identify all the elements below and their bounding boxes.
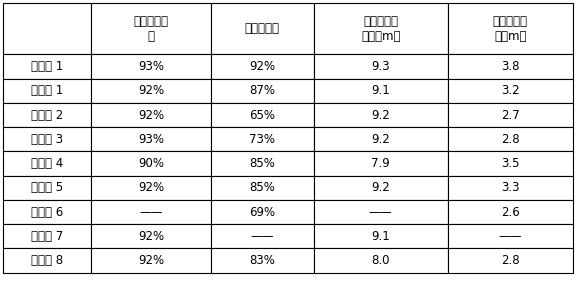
Text: 92%: 92% (138, 182, 164, 194)
Bar (314, 224, 448, 248)
Text: 2.7: 2.7 (501, 109, 520, 122)
Bar (314, 103, 448, 127)
Text: 92%: 92% (138, 230, 164, 243)
Text: 85%: 85% (249, 157, 275, 170)
Bar (448, 54, 573, 79)
Bar (3, 79, 91, 103)
Bar (91, 224, 211, 248)
Text: 对比例 2: 对比例 2 (31, 109, 63, 122)
Bar (91, 103, 211, 127)
Bar (3, 3, 91, 54)
Text: 93%: 93% (138, 133, 164, 146)
Text: 邓恩案平均
树高（m）: 邓恩案平均 树高（m） (361, 15, 400, 43)
Text: ——: —— (139, 206, 163, 219)
Text: 92%: 92% (249, 60, 275, 73)
Bar (211, 127, 314, 152)
Text: 7.9: 7.9 (372, 157, 390, 170)
Text: 83%: 83% (249, 254, 275, 267)
Text: 邓恩案保存
率: 邓恩案保存 率 (134, 15, 169, 43)
Bar (448, 79, 573, 103)
Text: 92%: 92% (138, 109, 164, 122)
Bar (211, 3, 314, 54)
Bar (448, 3, 573, 54)
Text: 9.2: 9.2 (372, 182, 390, 194)
Text: 73%: 73% (249, 133, 275, 146)
Bar (448, 248, 573, 273)
Bar (211, 176, 314, 200)
Bar (91, 79, 211, 103)
Bar (448, 200, 573, 224)
Bar (3, 152, 91, 176)
Bar (211, 103, 314, 127)
Text: 90%: 90% (138, 157, 164, 170)
Text: 3.5: 3.5 (501, 157, 520, 170)
Text: 对比例 6: 对比例 6 (31, 206, 63, 219)
Bar (314, 3, 448, 54)
Text: 实施例 1: 实施例 1 (31, 60, 63, 73)
Text: 2.8: 2.8 (501, 254, 520, 267)
Text: 87%: 87% (249, 84, 275, 97)
Bar (91, 54, 211, 79)
Text: 对比例 4: 对比例 4 (31, 157, 63, 170)
Bar (314, 54, 448, 79)
Bar (91, 3, 211, 54)
Text: 3.3: 3.3 (501, 182, 520, 194)
Bar (91, 127, 211, 152)
Text: 对比例 5: 对比例 5 (31, 182, 63, 194)
Bar (314, 176, 448, 200)
Bar (211, 224, 314, 248)
Bar (3, 224, 91, 248)
Bar (448, 127, 573, 152)
Bar (3, 127, 91, 152)
Bar (211, 152, 314, 176)
Text: 2.8: 2.8 (501, 133, 520, 146)
Bar (314, 152, 448, 176)
Text: 对比例 8: 对比例 8 (31, 254, 63, 267)
Text: 8.0: 8.0 (372, 254, 390, 267)
Bar (3, 200, 91, 224)
Bar (314, 79, 448, 103)
Text: 9.3: 9.3 (372, 60, 390, 73)
Bar (448, 224, 573, 248)
Text: 2.6: 2.6 (501, 206, 520, 219)
Text: 3.2: 3.2 (501, 84, 520, 97)
Text: ——: —— (499, 230, 522, 243)
Text: 杉木平均树
高（m）: 杉木平均树 高（m） (493, 15, 528, 43)
Bar (211, 79, 314, 103)
Bar (3, 176, 91, 200)
Bar (314, 127, 448, 152)
Text: 69%: 69% (249, 206, 275, 219)
Bar (211, 248, 314, 273)
Bar (448, 103, 573, 127)
Text: 92%: 92% (138, 84, 164, 97)
Text: 85%: 85% (249, 182, 275, 194)
Bar (211, 200, 314, 224)
Text: 92%: 92% (138, 254, 164, 267)
Bar (3, 248, 91, 273)
Text: 9.2: 9.2 (372, 109, 390, 122)
Bar (448, 176, 573, 200)
Text: 9.1: 9.1 (372, 84, 390, 97)
Bar (314, 248, 448, 273)
Bar (211, 54, 314, 79)
Bar (91, 248, 211, 273)
Text: 3.8: 3.8 (501, 60, 520, 73)
Text: 93%: 93% (138, 60, 164, 73)
Text: ——: —— (369, 206, 392, 219)
Text: 杉木保存率: 杉木保存率 (245, 22, 280, 35)
Text: 对比例 7: 对比例 7 (31, 230, 63, 243)
Bar (91, 176, 211, 200)
Text: 对比例 3: 对比例 3 (31, 133, 63, 146)
Bar (448, 152, 573, 176)
Bar (3, 103, 91, 127)
Text: 9.2: 9.2 (372, 133, 390, 146)
Bar (91, 152, 211, 176)
Text: 对比例 1: 对比例 1 (31, 84, 63, 97)
Bar (314, 200, 448, 224)
Bar (91, 200, 211, 224)
Text: 9.1: 9.1 (372, 230, 390, 243)
Bar (3, 54, 91, 79)
Text: ——: —— (251, 230, 274, 243)
Text: 65%: 65% (249, 109, 275, 122)
